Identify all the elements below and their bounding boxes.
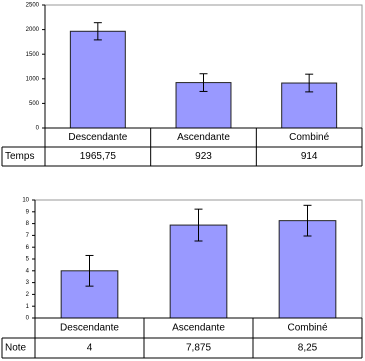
y-tick-label: 1500 [26,52,40,58]
x-tick-label: Ascendante [177,132,230,143]
y-tick-label: 5 [26,257,30,263]
y-tick-label: 8 [26,221,30,227]
y-tick-label: 9 [26,209,30,215]
x-tick-label: Descendante [68,132,127,143]
x-tick-label: Combiné [287,323,327,334]
y-tick-label: 0 [36,126,40,132]
legend-label: Note [5,343,27,354]
y-tick-label: 6 [26,245,30,251]
x-tick-label: Descendante [60,323,119,334]
y-tick-label: 1 [26,304,30,310]
y-tick-label: 500 [29,101,40,107]
y-tick-label: 10 [22,198,29,204]
value-label: 8,25 [298,343,318,354]
x-tick-label: Ascendante [172,323,225,334]
bar [69,30,126,129]
y-tick-label: 2 [26,292,30,298]
y-tick-label: 3 [26,280,30,286]
y-tick-label: 1000 [26,76,40,82]
x-tick-label: Combiné [289,132,329,143]
value-label: 1965,75 [80,151,117,162]
legend-label: Temps [5,151,34,162]
y-tick-label: 7 [26,233,30,239]
y-tick-label: 2000 [26,27,40,33]
value-label: 914 [301,151,318,162]
value-label: 4 [87,343,93,354]
y-tick-label: 2500 [26,3,40,9]
value-label: 7,875 [186,343,211,354]
y-tick-label: 0 [26,316,30,322]
value-label: 923 [195,151,212,162]
y-tick-label: 4 [26,268,30,274]
